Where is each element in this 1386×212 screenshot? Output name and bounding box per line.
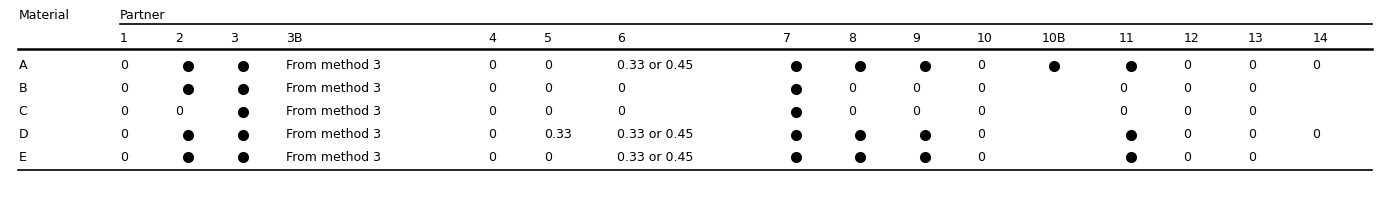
Text: 0: 0 — [1119, 82, 1127, 95]
Text: 0: 0 — [848, 105, 855, 118]
Text: 0: 0 — [977, 59, 985, 73]
Text: From method 3: From method 3 — [286, 105, 381, 118]
Text: 5: 5 — [543, 32, 552, 45]
Text: 3: 3 — [230, 32, 238, 45]
Text: 6: 6 — [617, 32, 625, 45]
Text: 4: 4 — [488, 32, 496, 45]
Text: E: E — [18, 151, 26, 164]
Text: A: A — [18, 59, 26, 73]
Text: 14: 14 — [1313, 32, 1328, 45]
Text: B: B — [18, 82, 28, 95]
Text: 0: 0 — [119, 59, 128, 73]
Text: 0: 0 — [848, 82, 855, 95]
Text: 0.33 or 0.45: 0.33 or 0.45 — [617, 128, 694, 141]
Text: 0: 0 — [912, 82, 920, 95]
Text: From method 3: From method 3 — [286, 59, 381, 73]
Text: 1: 1 — [119, 32, 128, 45]
Text: 0: 0 — [488, 128, 496, 141]
Text: 12: 12 — [1184, 32, 1199, 45]
Text: 0: 0 — [488, 151, 496, 164]
Text: D: D — [18, 128, 28, 141]
Text: 8: 8 — [848, 32, 855, 45]
Text: 0: 0 — [488, 105, 496, 118]
Text: 0: 0 — [1247, 105, 1256, 118]
Text: 0: 0 — [1313, 59, 1321, 73]
Text: 0: 0 — [617, 105, 625, 118]
Text: 0: 0 — [1184, 105, 1191, 118]
Text: 0: 0 — [119, 151, 128, 164]
Text: 0: 0 — [1184, 128, 1191, 141]
Text: 0: 0 — [977, 82, 985, 95]
Text: 10B: 10B — [1041, 32, 1066, 45]
Text: 0: 0 — [119, 82, 128, 95]
Text: 0: 0 — [1184, 59, 1191, 73]
Text: From method 3: From method 3 — [286, 151, 381, 164]
Text: Material: Material — [18, 9, 69, 22]
Text: 0: 0 — [1313, 128, 1321, 141]
Text: 3B: 3B — [286, 32, 302, 45]
Text: 0: 0 — [175, 105, 183, 118]
Text: 7: 7 — [783, 32, 791, 45]
Text: 0: 0 — [1184, 151, 1191, 164]
Text: 10: 10 — [977, 32, 992, 45]
Text: 0: 0 — [977, 151, 985, 164]
Text: 0: 0 — [119, 105, 128, 118]
Text: 0.33: 0.33 — [543, 128, 571, 141]
Text: 0: 0 — [617, 82, 625, 95]
Text: 0: 0 — [1247, 59, 1256, 73]
Text: 13: 13 — [1247, 32, 1264, 45]
Text: 0.33 or 0.45: 0.33 or 0.45 — [617, 59, 694, 73]
Text: 0: 0 — [977, 128, 985, 141]
Text: 0.33 or 0.45: 0.33 or 0.45 — [617, 151, 694, 164]
Text: From method 3: From method 3 — [286, 82, 381, 95]
Text: 9: 9 — [912, 32, 920, 45]
Text: 0: 0 — [488, 59, 496, 73]
Text: 2: 2 — [175, 32, 183, 45]
Text: 0: 0 — [912, 105, 920, 118]
Text: 0: 0 — [1247, 151, 1256, 164]
Text: 0: 0 — [977, 105, 985, 118]
Text: 11: 11 — [1119, 32, 1135, 45]
Text: 0: 0 — [543, 82, 552, 95]
Text: 0: 0 — [1247, 128, 1256, 141]
Text: 0: 0 — [543, 59, 552, 73]
Text: 0: 0 — [543, 151, 552, 164]
Text: 0: 0 — [488, 82, 496, 95]
Text: Partner: Partner — [119, 9, 165, 22]
Text: 0: 0 — [1184, 82, 1191, 95]
Text: 0: 0 — [1247, 82, 1256, 95]
Text: 0: 0 — [1119, 105, 1127, 118]
Text: C: C — [18, 105, 28, 118]
Text: 0: 0 — [543, 105, 552, 118]
Text: From method 3: From method 3 — [286, 128, 381, 141]
Text: 0: 0 — [119, 128, 128, 141]
